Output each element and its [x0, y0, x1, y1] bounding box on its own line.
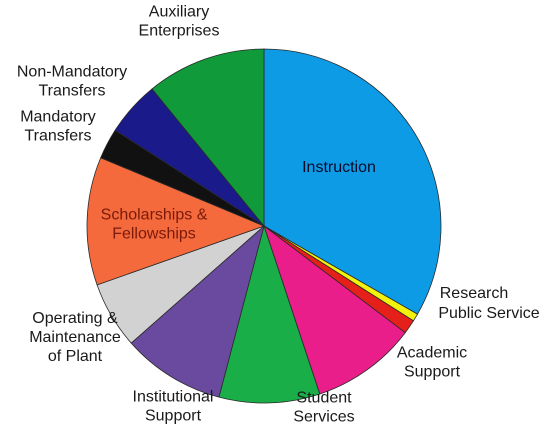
- label-scholarships-and-fellowships: Scholarships & Fellowships: [101, 207, 208, 243]
- label-operating-and-maintenance-of-plant: Operating & Maintenance of Plant: [29, 310, 121, 365]
- slice-scholarships-and-fellowships: [86, 157, 266, 286]
- slice-institutional-support: [130, 224, 265, 398]
- label-auxiliary-enterprises: Auxiliary Enterprises: [139, 4, 220, 40]
- label-public-service: Public Service: [438, 305, 539, 322]
- label-instruction: Instruction: [302, 159, 376, 176]
- label-institutional-support: Institutional Support: [133, 389, 214, 425]
- pie-slices: [86, 48, 442, 404]
- label-student-services: Student Services: [293, 390, 354, 426]
- pie-labels: Instruction Research Public Service Academi…: [17, 4, 540, 426]
- slice-student-services: [218, 224, 321, 404]
- slice-instruction: [263, 48, 442, 315]
- label-non-mandatory-transfers: Non-Mandatory Transfers: [17, 64, 127, 100]
- slice-auxiliary-enterprises: [151, 48, 265, 228]
- label-academic-support: Academic Support: [397, 345, 467, 381]
- label-research: Research: [440, 285, 508, 302]
- label-mandatory-transfers: Mandatory Transfers: [20, 109, 96, 145]
- slice-academic-support: [263, 224, 406, 395]
